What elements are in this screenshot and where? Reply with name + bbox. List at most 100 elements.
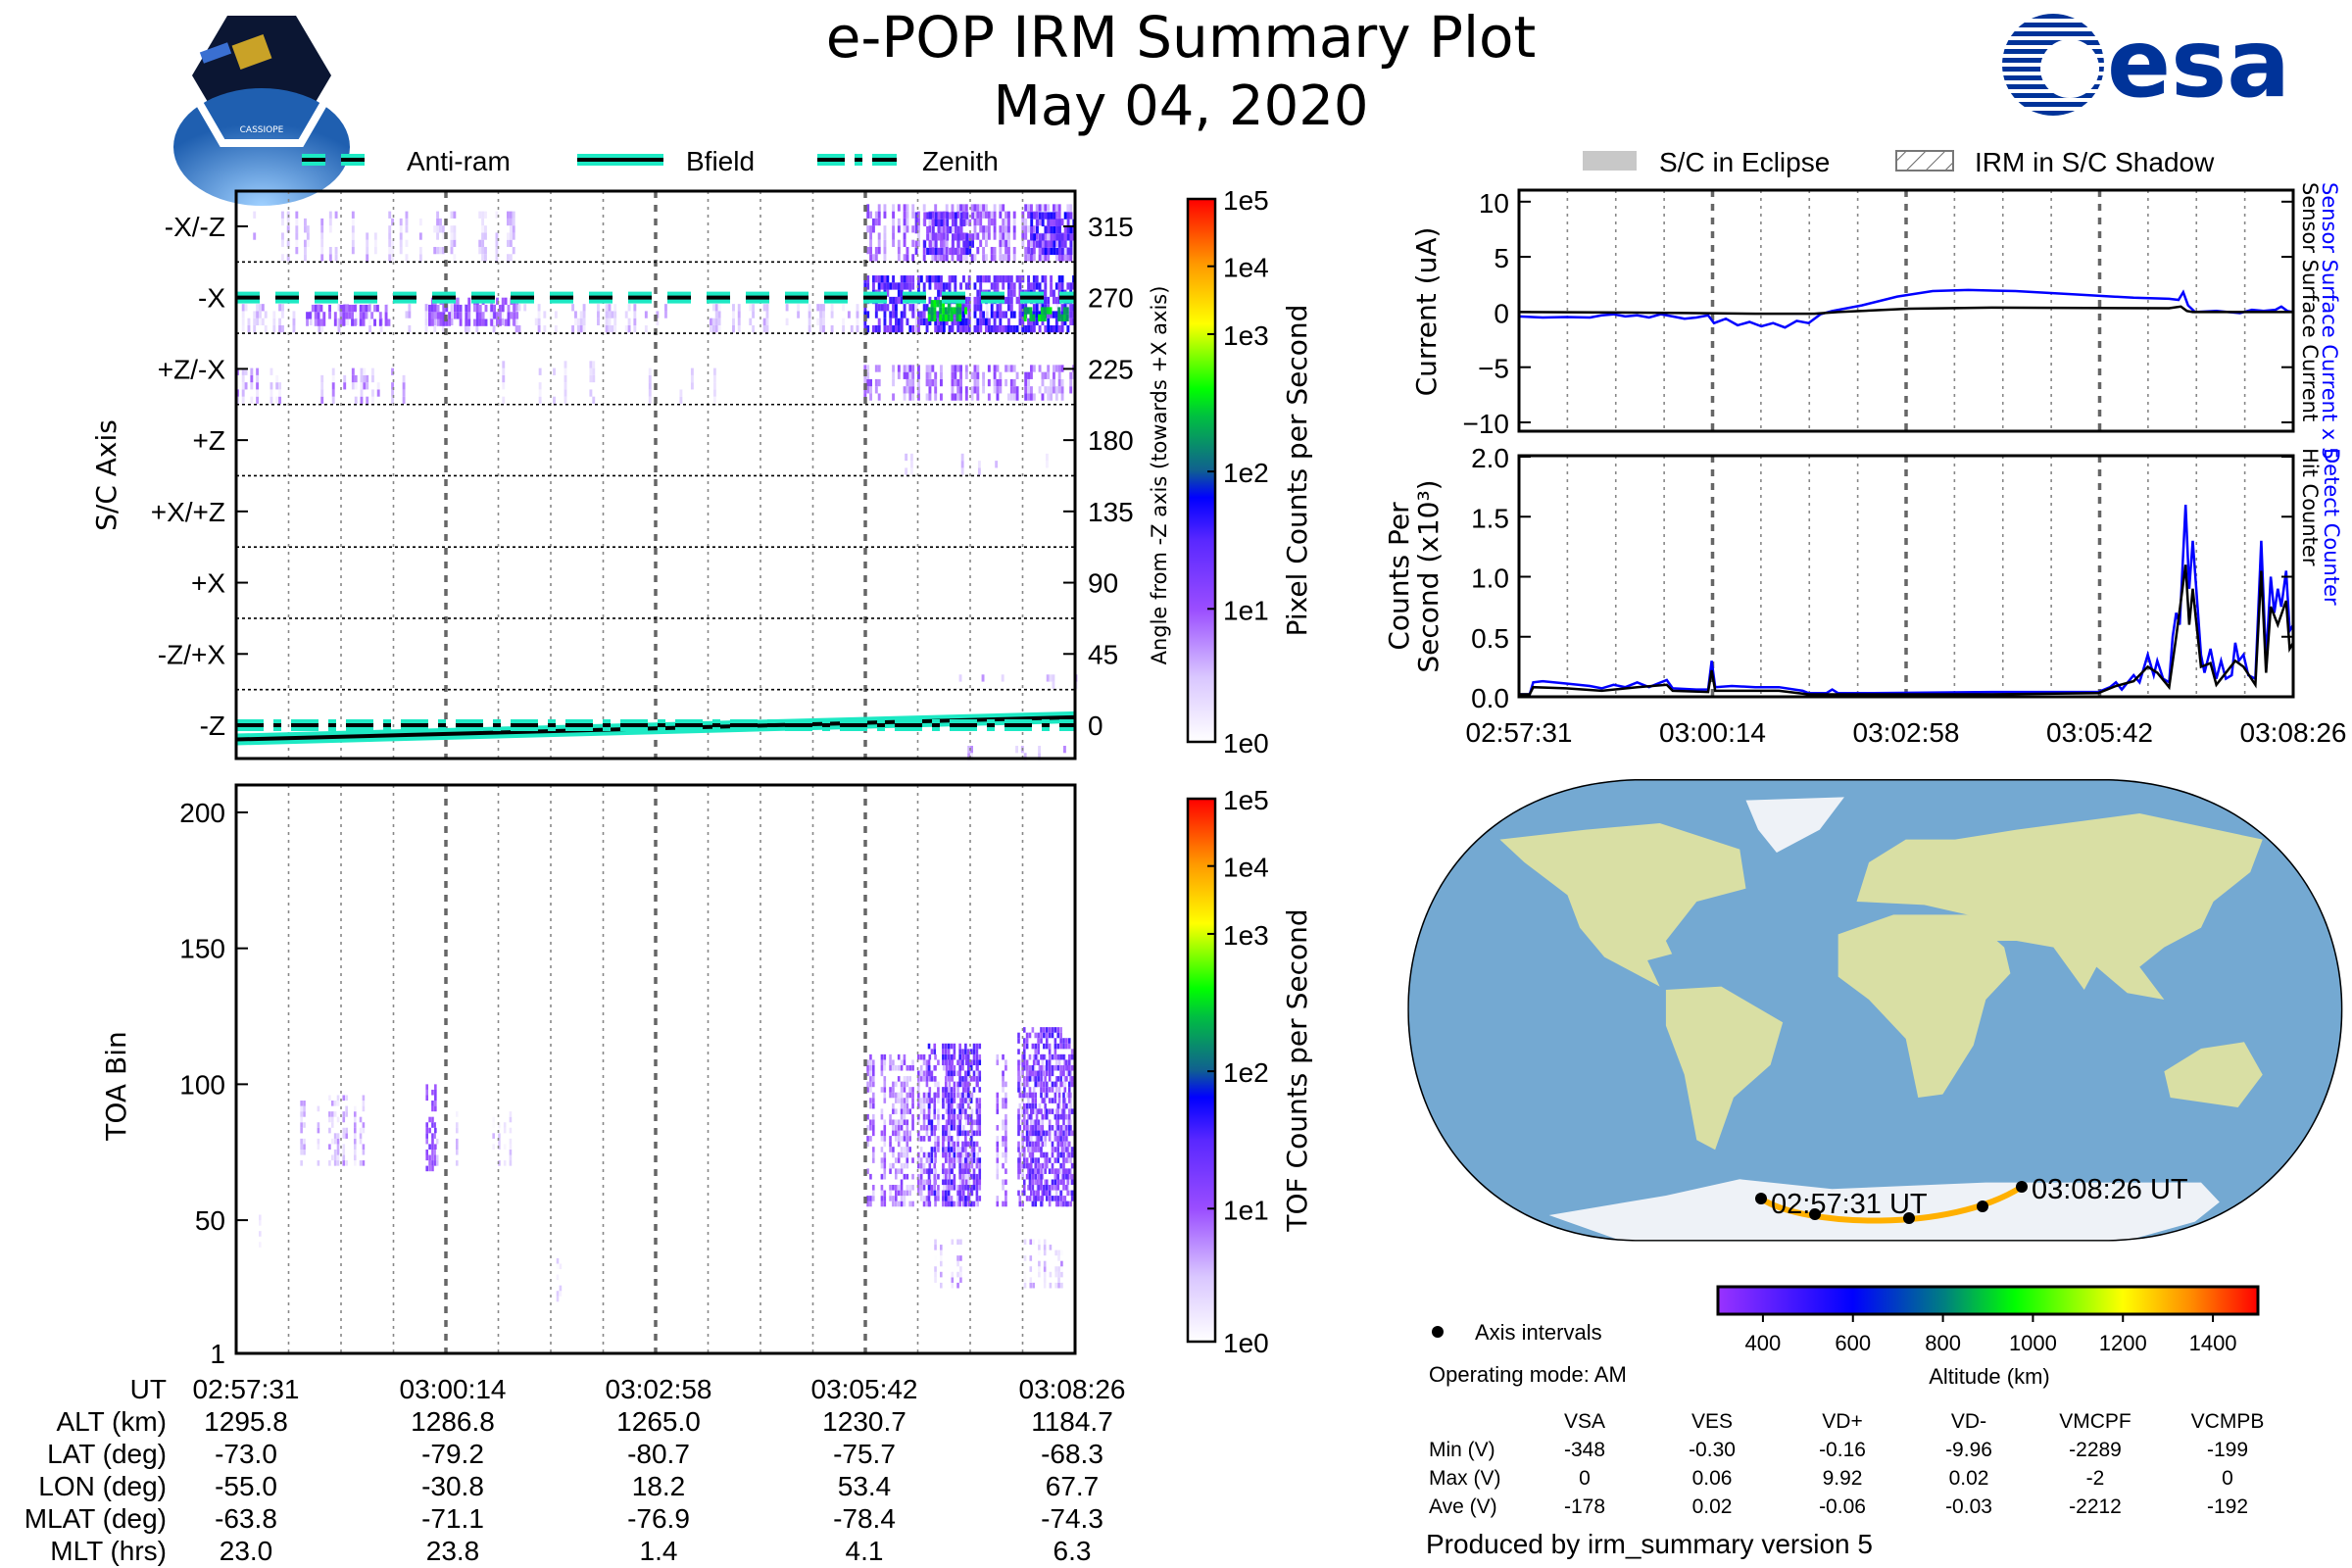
pixel-count-cell xyxy=(970,746,973,754)
pixel-count-cell xyxy=(1023,314,1027,321)
pixel-count-cell xyxy=(366,374,369,383)
pixel-count-cell xyxy=(608,318,612,325)
toa-count-cell xyxy=(1054,1092,1057,1099)
toa-count-cell xyxy=(953,1157,956,1163)
pixel-count-cell xyxy=(264,311,268,318)
toa-count-cell xyxy=(922,1054,926,1060)
toa-count-cell xyxy=(1027,1098,1030,1103)
pixel-count-cell xyxy=(911,365,915,372)
toa-count-cell xyxy=(1022,1124,1026,1131)
pixel-count-cell xyxy=(408,324,412,333)
pixel-count-cell xyxy=(592,374,596,383)
pixel-count-cell xyxy=(467,297,471,305)
pixel-count-cell xyxy=(928,282,932,290)
pixel-count-cell xyxy=(911,311,915,318)
pixel-count-cell xyxy=(1041,393,1045,401)
toa-count-cell xyxy=(1028,1130,1032,1137)
pixel-count-cell xyxy=(608,324,612,333)
toa-count-cell xyxy=(1062,1064,1065,1071)
toa-count-cell xyxy=(925,1059,929,1066)
pixel-count-cell xyxy=(436,211,440,219)
pixel-count-cell xyxy=(897,296,901,305)
pixel-count-cell xyxy=(384,304,388,313)
pixel-count-cell xyxy=(1060,365,1064,372)
pixel-count-cell xyxy=(926,247,930,256)
pixel-count-cell xyxy=(928,365,932,372)
pixel-count-cell xyxy=(916,386,920,394)
pixel-count-cell xyxy=(362,304,366,313)
pixel-count-cell xyxy=(1015,746,1018,754)
toa-count-cell xyxy=(1067,1059,1071,1066)
pixel-count-cell xyxy=(272,311,276,318)
pixel-count-cell xyxy=(1036,219,1039,226)
pixel-count-cell xyxy=(1058,219,1061,226)
pixel-count-cell xyxy=(871,225,875,233)
pixel-count-cell xyxy=(481,211,485,219)
toa-count-cell xyxy=(1065,1064,1068,1071)
toa-count-cell xyxy=(996,1152,1000,1158)
pixel-count-cell xyxy=(627,318,631,325)
toa-count-cell xyxy=(933,1049,937,1054)
toa-count-cell xyxy=(900,1168,904,1174)
toa-count-cell xyxy=(1025,1157,1029,1163)
toa-count-cell xyxy=(1004,1196,1007,1201)
toa-count-cell xyxy=(919,1179,923,1186)
toa-count-cell xyxy=(947,1119,951,1126)
toa-count-cell xyxy=(425,1133,429,1139)
toa-count-cell xyxy=(880,1130,884,1137)
pixel-count-cell xyxy=(371,396,374,404)
pixel-count-cell xyxy=(1002,282,1005,290)
pixel-count-cell xyxy=(714,311,718,318)
pixel-count-cell xyxy=(954,311,957,318)
pixel-count-cell xyxy=(911,378,915,387)
pixel-count-cell xyxy=(436,232,440,240)
pixel-count-cell xyxy=(822,304,825,312)
toa-count-cell xyxy=(967,1157,971,1163)
toa-count-cell xyxy=(969,1157,973,1163)
toa-count-cell xyxy=(978,1173,982,1180)
toa-count-cell xyxy=(922,1076,926,1082)
pixel-count-cell xyxy=(958,307,962,315)
pixel-count-cell xyxy=(496,312,499,319)
toa-count-cell xyxy=(966,1070,970,1077)
pixel-count-cell xyxy=(942,324,946,333)
toa-count-cell xyxy=(978,1130,982,1137)
toa-count-cell xyxy=(435,1154,439,1161)
toa-count-cell xyxy=(1056,1185,1060,1191)
pixel-count-cell xyxy=(481,318,485,326)
pixel-count-cell xyxy=(922,282,926,290)
pixel-count-cell xyxy=(317,304,320,313)
toa-count-cell xyxy=(1017,1059,1020,1066)
pixel-count-cell xyxy=(934,233,938,241)
pixel-count-cell xyxy=(762,318,766,325)
toa-count-cell xyxy=(1031,1098,1035,1103)
toa-count-cell xyxy=(1029,1130,1033,1137)
toa-count-cell xyxy=(892,1081,895,1088)
pixel-count-cell xyxy=(847,311,851,318)
toa-count-cell xyxy=(1017,1113,1020,1120)
toa-count-cell xyxy=(1041,1119,1045,1126)
toa-count-cell xyxy=(1017,1064,1020,1071)
toa-count-cell xyxy=(1002,1179,1004,1186)
pixel-count-cell xyxy=(633,311,637,318)
pixel-count-cell xyxy=(934,371,938,379)
toa-count-cell xyxy=(1045,1081,1049,1088)
pixel-count-cell xyxy=(478,312,482,319)
toa-count-cell xyxy=(1056,1119,1060,1126)
toa-count-cell xyxy=(906,1081,909,1088)
toa-count-cell xyxy=(330,1122,334,1128)
toa-count-cell xyxy=(925,1130,929,1137)
hit-counter-line xyxy=(1519,564,2295,696)
esa-logo-text: esa xyxy=(2107,9,2290,119)
toa-count-cell xyxy=(1045,1108,1049,1114)
toa-count-cell xyxy=(947,1092,951,1099)
pixel-count-cell xyxy=(937,311,941,318)
pixel-count-cell xyxy=(1065,307,1069,315)
toa-count-cell xyxy=(1031,1173,1035,1180)
toa-count-cell xyxy=(1018,1081,1022,1088)
pixel-count-cell xyxy=(982,211,986,219)
pixel-count-cell xyxy=(348,304,352,313)
toa-count-cell xyxy=(345,1105,348,1112)
toa-count-cell xyxy=(1032,1087,1036,1093)
altitude-gradient xyxy=(1716,1285,2260,1316)
